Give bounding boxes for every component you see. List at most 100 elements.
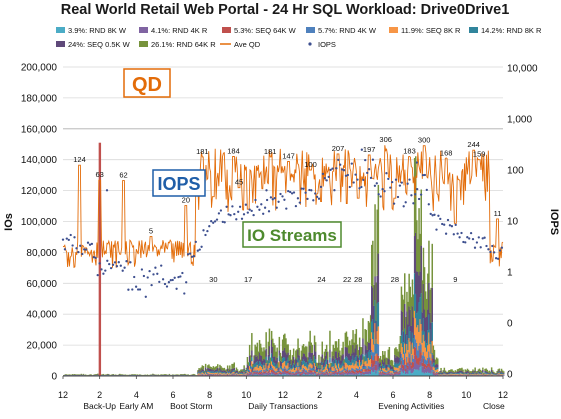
io-stream-segment [354, 369, 356, 373]
io-stream-segment [223, 367, 226, 371]
io-stream-segment [402, 373, 405, 376]
io-stream-segment [289, 368, 292, 371]
io-stream-segment [294, 372, 296, 374]
io-stream-segment [215, 371, 218, 373]
qd-value-label: 184 [227, 146, 240, 155]
io-stream-segment [320, 356, 322, 362]
io-stream-segment [435, 373, 438, 374]
io-stream-segment [430, 373, 432, 376]
io-stream-segment [201, 374, 204, 376]
io-stream-segment [464, 371, 466, 373]
io-stream-segment [298, 370, 300, 372]
iops-point [133, 275, 136, 279]
io-stream-segment [262, 369, 264, 373]
io-stream-segment [257, 372, 260, 375]
io-stream-segment [252, 367, 254, 371]
io-stream-segment [328, 367, 330, 371]
iops-point [500, 246, 504, 249]
io-stream-segment [350, 362, 352, 366]
iops-point [258, 208, 261, 211]
io-stream-segment [440, 372, 442, 374]
io-stream-segment [235, 372, 238, 374]
iops-point [100, 268, 103, 271]
io-stream-segment [296, 359, 298, 364]
io-stream-segment [223, 374, 226, 375]
io-stream-segment [357, 366, 360, 370]
io-stream-segment [430, 322, 432, 343]
io-stream-segment [302, 344, 305, 354]
io-stream-segment [312, 374, 315, 376]
io-stream-segment [243, 374, 245, 375]
io-stream-segment [325, 371, 328, 374]
io-stream-segment [420, 189, 422, 246]
io-stream-segment [317, 374, 319, 376]
io-stream-segment [222, 374, 224, 376]
iops-point [300, 187, 303, 190]
io-stream-segment [412, 362, 415, 368]
io-stream-segment [280, 369, 283, 372]
io-stream-segment [209, 372, 211, 374]
io-stream-segment [297, 371, 299, 375]
iops-point [441, 222, 444, 226]
io-stream-segment [473, 373, 475, 375]
legend-label: 14.2%: RND 8K R [481, 26, 542, 35]
io-stream-segment [393, 365, 395, 370]
io-stream-segment [423, 267, 426, 310]
io-stream-segment [407, 362, 409, 366]
io-stream-segment [350, 345, 352, 356]
io-stream-segment [450, 369, 452, 372]
io-stream-segment [314, 366, 317, 370]
io-stream-segment [487, 373, 490, 375]
qd-value-label: 147 [282, 151, 295, 160]
io-stream-segment [385, 372, 387, 374]
io-stream-segment [336, 363, 339, 369]
io-stream-segment [265, 374, 267, 376]
io-stream-segment [200, 367, 202, 371]
io-stream-segment [121, 374, 123, 375]
io-stream-segment [222, 371, 224, 374]
io-stream-segment [373, 360, 375, 367]
io-stream-segment [285, 352, 287, 362]
qd-value-label: 181 [196, 147, 209, 156]
io-stream-segment [184, 373, 186, 375]
io-stream-segment [407, 301, 409, 325]
iops-point [292, 191, 296, 194]
io-stream-segment [397, 368, 399, 372]
io-stream-segment [379, 365, 382, 369]
io-stream-segment [269, 373, 272, 375]
io-stream-segment [312, 373, 315, 375]
io-stream-segment [280, 371, 283, 373]
io-stream-segment [468, 373, 471, 375]
io-stream-segment [429, 367, 431, 373]
iops-point [398, 184, 402, 187]
iops-point [192, 255, 196, 258]
io-stream-segment [310, 370, 312, 373]
io-stream-segment [265, 370, 267, 373]
io-stream-segment [384, 372, 386, 375]
io-stream-segment [443, 373, 446, 375]
io-stream-segment [369, 374, 372, 376]
io-stream-segment [423, 369, 426, 374]
io-stream-segment [234, 370, 237, 372]
io-stream-segment [395, 347, 397, 358]
x-tick-label: 8 [207, 390, 212, 400]
io-stream-segment [455, 371, 458, 373]
io-stream-segment [303, 347, 306, 355]
iops-point [84, 248, 88, 251]
io-stream-segment [303, 372, 306, 375]
io-stream-segment [411, 355, 414, 362]
io-stream-segment [197, 373, 199, 375]
io-stream-segment [484, 368, 486, 372]
io-stream-segment [376, 353, 378, 362]
x-tick-label: 12 [498, 390, 508, 400]
iops-point [429, 212, 432, 216]
io-stream-segment [241, 372, 243, 374]
io-stream-segment [394, 348, 396, 355]
io-stream-segment [342, 374, 344, 376]
io-stream-segment [388, 371, 391, 374]
iops-point [450, 225, 454, 228]
io-stream-segment [278, 350, 281, 356]
io-stream-segment [498, 372, 501, 375]
iops-point [358, 187, 361, 190]
io-stream-segment [290, 372, 293, 374]
